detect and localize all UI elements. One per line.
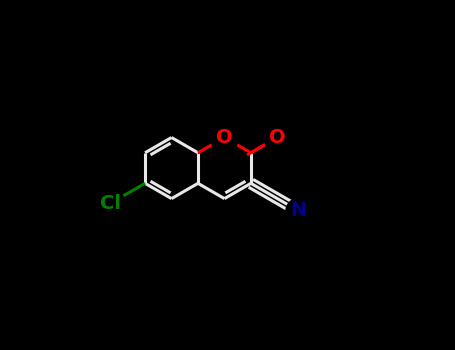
Text: N: N [290,201,307,220]
Text: O: O [216,128,233,147]
Text: Cl: Cl [100,194,121,213]
Text: O: O [269,128,286,147]
